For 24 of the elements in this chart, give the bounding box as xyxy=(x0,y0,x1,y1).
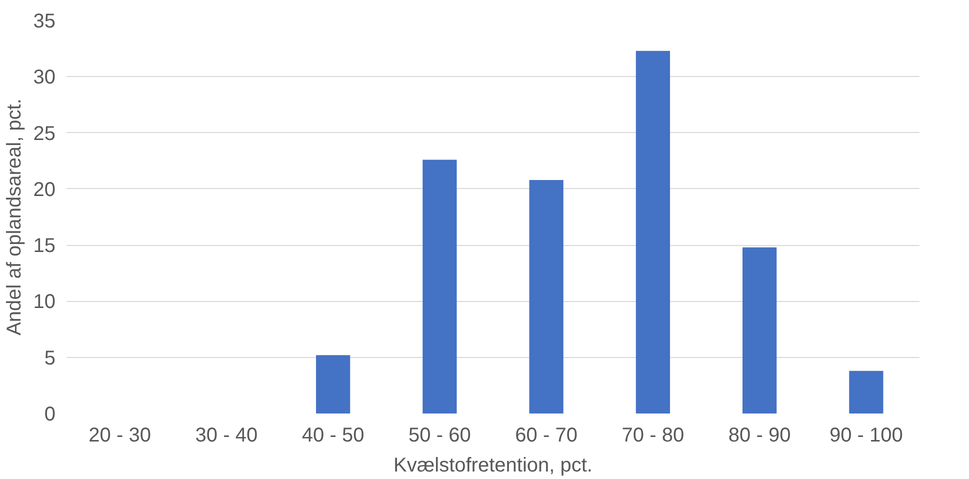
bar xyxy=(742,247,777,414)
bar xyxy=(529,180,564,414)
y-tick-label: 15 xyxy=(33,235,56,258)
y-tick-label: 5 xyxy=(44,347,56,370)
bar xyxy=(636,50,670,414)
y-axis-title: Andel af oplandsareal, pct. xyxy=(3,98,26,336)
x-tick-label: 20 - 30 xyxy=(88,424,151,446)
y-tick-label: 0 xyxy=(44,404,56,426)
x-tick-label: 70 - 80 xyxy=(622,424,684,446)
x-tick-label: 40 - 50 xyxy=(302,424,364,446)
x-tick-label: 60 - 70 xyxy=(515,424,578,446)
y-tick-label: 30 xyxy=(33,66,56,89)
y-tick-label: 35 xyxy=(33,10,56,32)
bar xyxy=(316,355,350,414)
y-tick-label: 10 xyxy=(33,291,56,314)
x-tick-label: 90 - 100 xyxy=(829,424,903,446)
x-tick-label: 30 - 40 xyxy=(195,424,258,446)
y-tick-label: 20 xyxy=(33,178,56,201)
x-tick-label: 80 - 90 xyxy=(728,424,791,446)
x-tick-label: 50 - 60 xyxy=(408,424,471,446)
x-axis-title: Kvælstofretention, pct. xyxy=(394,454,592,476)
y-tick-label: 25 xyxy=(33,122,56,145)
bar xyxy=(422,160,457,414)
bar xyxy=(849,370,884,414)
